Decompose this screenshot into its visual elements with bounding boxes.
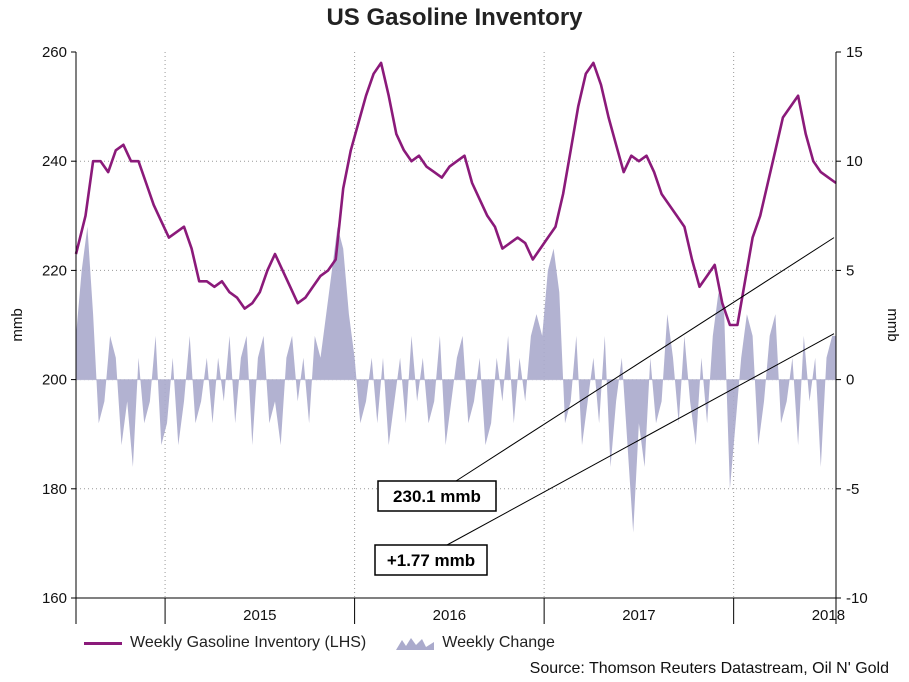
source-note: Source: Thomson Reuters Datastream, Oil …: [529, 660, 889, 677]
left-tick-label: 200: [42, 372, 67, 389]
inventory-line: [74, 61, 837, 327]
left-tick-label: 180: [42, 481, 67, 498]
weekly-change-area: [76, 226, 836, 533]
annotations: 230.1 mmb +1.77 mmb: [374, 237, 835, 576]
x-tick-label: 2017: [622, 607, 655, 624]
right-tick-label: 15: [846, 44, 863, 61]
left-axis-title: mmb: [9, 308, 26, 341]
annotation-box: [374, 544, 488, 576]
left-tick-label: 220: [42, 262, 67, 279]
left-tick-label: 160: [42, 590, 67, 607]
legend-inventory-swatch: [84, 641, 122, 645]
legend-inventory-label: Weekly Gasoline Inventory (LHS): [130, 634, 367, 651]
left-tick-label: 260: [42, 44, 67, 61]
right-tick-label: -10: [846, 590, 868, 607]
annotation-label: +1.77 mmb: [387, 551, 475, 570]
legend: Weekly Gasoline Inventory (LHS) Weekly C…: [84, 634, 555, 652]
right-tick-label: 5: [846, 262, 854, 279]
annotation-leader-line: [455, 237, 835, 482]
x-tick-label: 2016: [433, 607, 466, 624]
chart-title: US Gasoline Inventory: [326, 4, 583, 31]
right-axis-title: mmb: [884, 308, 901, 341]
legend-change-label: Weekly Change: [442, 634, 555, 651]
annotation-label: 230.1 mmb: [393, 487, 481, 506]
right-tick-label: 0: [846, 372, 854, 389]
right-tick-label: -5: [846, 481, 859, 498]
annotation-box: [377, 480, 497, 512]
axes: 160 180 200 220 240 260 -10 -5 0 5 10 15 2015 2016 201…: [9, 44, 901, 624]
legend-change-swatch: [396, 638, 435, 650]
annotation-leader-line: [446, 333, 835, 546]
weekly-change-area-layer: [76, 226, 836, 533]
x-tick-label: 2015: [243, 607, 276, 624]
right-tick-label: 10: [846, 153, 863, 170]
inventory-line-layer: [74, 61, 837, 327]
x-tick-label: 2018: [812, 607, 845, 624]
left-tick-label: 240: [42, 153, 67, 170]
